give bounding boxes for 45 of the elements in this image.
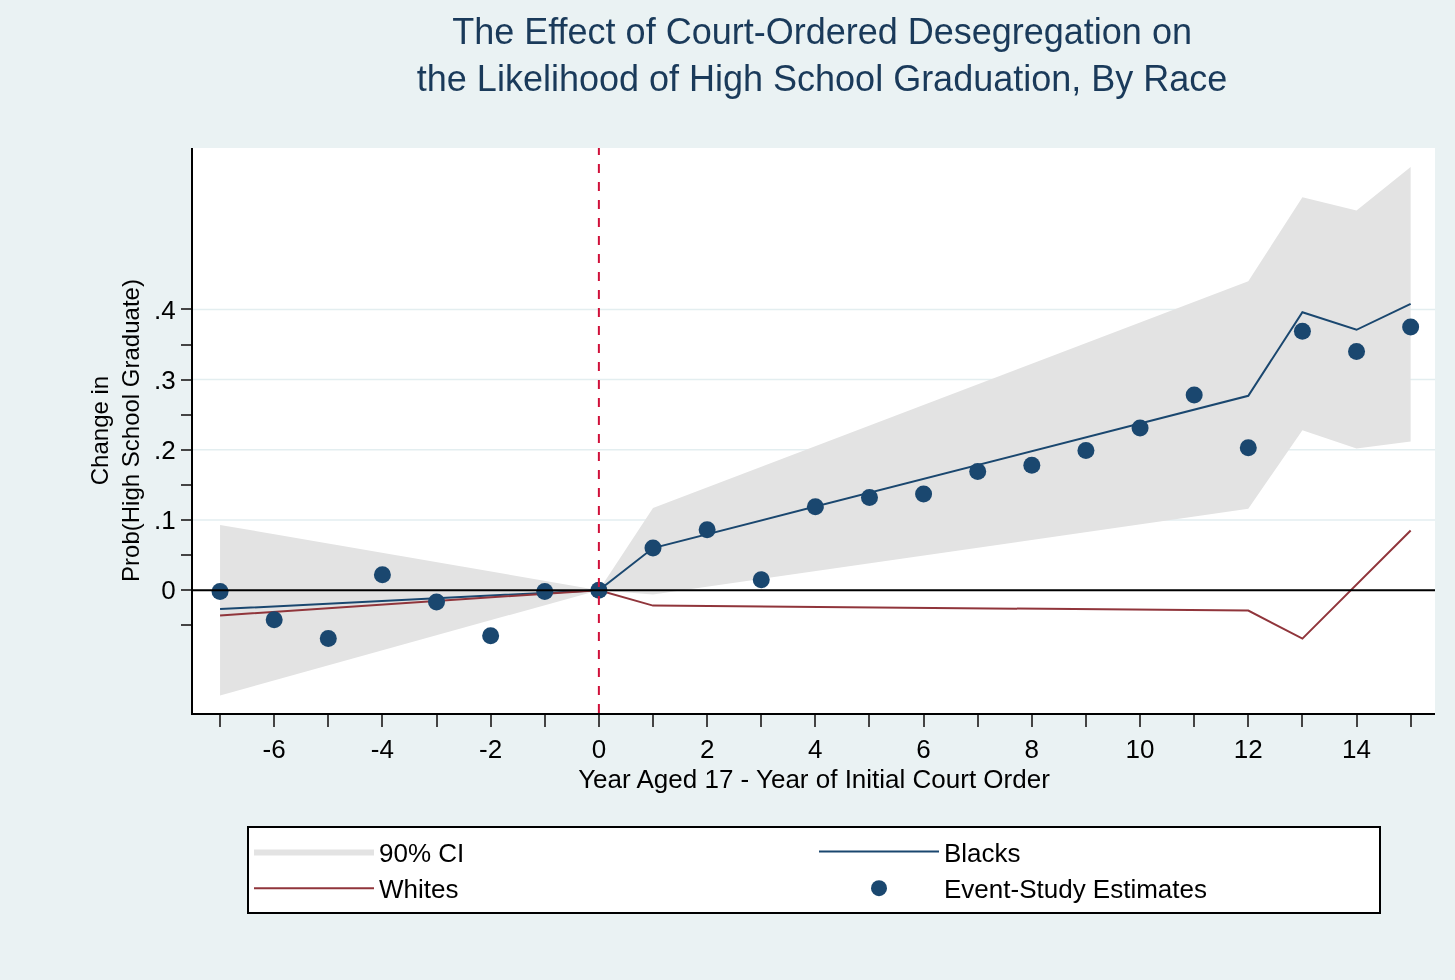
x-tick-label: 2: [699, 734, 715, 765]
x-tick-label: -2: [479, 734, 503, 765]
point: [1348, 343, 1366, 361]
legend-label: Event-Study Estimates: [944, 874, 1207, 905]
x-tick-label: 4: [808, 734, 823, 765]
point: [698, 521, 716, 539]
y-tick-label: 0: [161, 575, 176, 606]
y-tick-label: .1: [154, 505, 176, 536]
legend-label: 90% CI: [379, 837, 465, 868]
point: [265, 611, 283, 629]
x-tick-label: 6: [916, 734, 931, 765]
chart-title: The Effect of Court-Ordered Desegregation on the Likelihood of High School Graduation, By Race: [416, 11, 1228, 99]
x-tick-label: -6: [262, 734, 286, 765]
y-tick-label: .3: [154, 364, 176, 395]
y-tick-label: .4: [154, 294, 176, 325]
y-axis-title: Change in Prob(High School Graduate): [85, 279, 144, 582]
x-tick-label: 8: [1024, 734, 1040, 765]
point: [1402, 318, 1420, 336]
y-tick-label: .2: [154, 434, 176, 465]
point: [1239, 439, 1257, 457]
legend-label: Whites: [379, 874, 459, 905]
point: [806, 498, 824, 516]
x-axis-title: Year Aged 17 - Year of Initial Court Order: [578, 764, 1051, 795]
point: [969, 463, 987, 481]
point: [644, 539, 662, 557]
point: [1293, 322, 1311, 340]
point: [373, 566, 391, 584]
x-tick-label: 10: [1125, 734, 1155, 765]
x-tick-label: -4: [370, 734, 394, 765]
point: [1185, 386, 1203, 404]
point: [1023, 456, 1041, 474]
x-tick-label: 0: [591, 734, 607, 765]
x-tick-label: 12: [1233, 734, 1263, 765]
point: [915, 485, 933, 503]
x-tick-label: 14: [1342, 734, 1371, 765]
point: [752, 571, 770, 589]
point: [482, 627, 500, 645]
line-series: [219, 302, 1412, 611]
legend-label: Blacks: [944, 837, 1021, 868]
point: [860, 489, 878, 507]
point: [319, 630, 337, 648]
line-series: [219, 529, 1412, 640]
point: [1077, 442, 1095, 459]
point: [428, 593, 446, 611]
point: [1131, 419, 1149, 437]
